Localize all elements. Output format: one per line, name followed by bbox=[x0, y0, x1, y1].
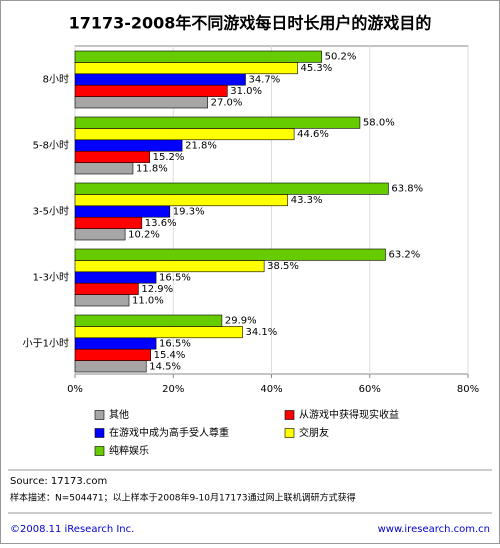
value-label: 19.3% bbox=[173, 207, 205, 218]
bar bbox=[74, 314, 223, 327]
y-tick-label: 5-8小时 bbox=[33, 140, 69, 152]
bar bbox=[74, 348, 151, 361]
footer-right: www.iresearch.com.cn bbox=[378, 524, 490, 535]
bar bbox=[74, 73, 246, 86]
bar bbox=[74, 271, 157, 284]
legend-swatch bbox=[94, 410, 105, 420]
bar bbox=[74, 248, 386, 261]
value-label: 11.0% bbox=[132, 295, 164, 306]
chart-title: 17173-2008年不同游戏每日时长用户的游戏目的 bbox=[69, 14, 432, 33]
x-tick-label: 60% bbox=[359, 384, 381, 395]
source: Source: 17173.com bbox=[10, 476, 107, 487]
value-label: 11.8% bbox=[136, 163, 168, 174]
y-tick-label: 1-3小时 bbox=[33, 272, 69, 284]
legend-label: 其他 bbox=[109, 408, 129, 421]
y-tick-label: 8小时 bbox=[43, 74, 69, 86]
bar bbox=[74, 139, 183, 152]
bar bbox=[74, 282, 139, 295]
bar bbox=[74, 294, 130, 307]
x-tick-label: 40% bbox=[260, 384, 282, 395]
value-label: 16.5% bbox=[159, 339, 191, 350]
value-label: 63.8% bbox=[391, 184, 423, 195]
value-label: 50.2% bbox=[325, 52, 357, 63]
bar bbox=[74, 182, 389, 195]
bar bbox=[74, 326, 243, 339]
bar bbox=[74, 96, 208, 109]
value-label: 29.9% bbox=[225, 316, 257, 327]
value-label: 34.1% bbox=[246, 327, 278, 338]
value-label: 38.5% bbox=[267, 261, 299, 272]
legend-swatch bbox=[284, 410, 295, 420]
value-label: 21.8% bbox=[185, 141, 217, 152]
legend-swatch bbox=[94, 446, 105, 456]
value-label: 58.0% bbox=[363, 118, 395, 129]
note: 样本描述：N=504471；以上样本于2008年9-10月17173通过网上联机… bbox=[10, 492, 356, 504]
value-label: 44.6% bbox=[297, 129, 329, 140]
y-tick-label: 小于1小时 bbox=[23, 338, 69, 350]
x-tick-label: 80% bbox=[457, 384, 479, 395]
value-label: 16.5% bbox=[159, 273, 191, 284]
value-label: 15.2% bbox=[153, 152, 185, 163]
value-label: 13.6% bbox=[145, 218, 177, 229]
bar bbox=[74, 260, 265, 273]
legend-swatch bbox=[94, 428, 105, 438]
legend-label: 纯粹娱乐 bbox=[109, 444, 149, 457]
value-label: 14.5% bbox=[149, 361, 181, 372]
bar bbox=[74, 194, 289, 207]
x-tick-label: 0% bbox=[67, 384, 83, 395]
bar bbox=[74, 50, 322, 63]
legend-label: 交朋友 bbox=[299, 426, 329, 439]
bar bbox=[74, 337, 157, 350]
value-label: 31.0% bbox=[230, 86, 262, 97]
bar bbox=[74, 162, 134, 175]
bar bbox=[74, 216, 143, 229]
value-label: 43.3% bbox=[291, 195, 323, 206]
legend-label: 从游戏中获得现实收益 bbox=[299, 408, 399, 421]
y-tick-label: 3-5小时 bbox=[33, 206, 69, 218]
bar bbox=[74, 150, 150, 163]
value-label: 34.7% bbox=[248, 75, 280, 86]
value-label: 12.9% bbox=[141, 284, 173, 295]
legend-label: 在游戏中成为高手受人尊重 bbox=[109, 426, 229, 439]
bar bbox=[74, 228, 126, 241]
value-label: 10.2% bbox=[128, 229, 160, 240]
bar bbox=[74, 84, 228, 97]
bar bbox=[74, 360, 147, 373]
bar bbox=[74, 128, 295, 141]
value-label: 63.2% bbox=[388, 250, 420, 261]
x-tick-label: 20% bbox=[162, 384, 184, 395]
value-label: 45.3% bbox=[301, 63, 333, 74]
value-label: 15.4% bbox=[154, 350, 186, 361]
bar bbox=[74, 116, 361, 129]
bar bbox=[74, 62, 298, 75]
bar bbox=[74, 205, 171, 218]
footer-left: ©2008.11 iResearch Inc. bbox=[10, 524, 134, 535]
value-label: 27.0% bbox=[211, 97, 243, 108]
legend-swatch bbox=[284, 428, 295, 438]
